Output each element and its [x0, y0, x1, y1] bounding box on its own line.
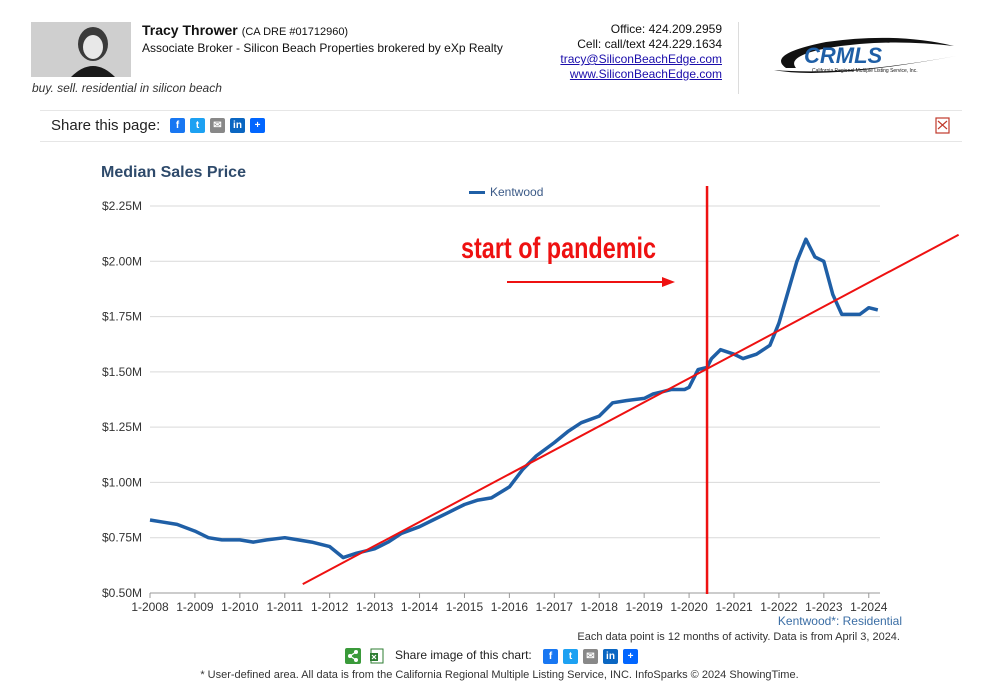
agent-photo [31, 22, 131, 77]
chart-title: Median Sales Price [101, 164, 246, 181]
legend-swatch [469, 191, 485, 195]
share-icon[interactable] [345, 648, 361, 664]
y-tick-label: $1.75M [102, 310, 142, 324]
email-icon[interactable]: ✉ [583, 649, 598, 664]
email-link[interactable]: tracy@SiliconBeachEdge.com [560, 52, 722, 66]
y-tick-label: $2.00M [102, 254, 142, 268]
arrow-head-icon [662, 277, 675, 287]
facebook-icon[interactable]: f [543, 649, 558, 664]
facebook-icon[interactable]: f [170, 118, 185, 133]
twitter-icon[interactable]: t [190, 118, 205, 133]
tagline: buy. sell. residential in silicon beach [32, 81, 222, 95]
share-page-label: Share this page: [51, 117, 161, 134]
legend-item[interactable]: Kentwood [469, 185, 543, 199]
plus-icon[interactable]: + [250, 118, 265, 133]
x-tick-label: 1-2014 [401, 600, 439, 614]
pdf-icon[interactable] [935, 117, 950, 134]
x-tick-label: 1-2017 [536, 600, 574, 614]
header-divider [738, 22, 739, 94]
divider [40, 141, 962, 142]
x-tick-label: 1-2010 [221, 600, 259, 614]
x-tick-label: 1-2016 [491, 600, 529, 614]
trend-line [302, 233, 960, 586]
excel-icon[interactable] [369, 648, 385, 664]
y-tick-label: $2.25M [102, 199, 142, 213]
agent-title: Associate Broker - Silicon Beach Propert… [142, 41, 503, 55]
x-tick-label: 1-2023 [805, 600, 843, 614]
share-image-label: Share image of this chart: [395, 648, 532, 662]
x-tick-label: 1-2012 [311, 600, 349, 614]
x-tick-label: 1-2008 [131, 600, 169, 614]
linkedin-icon[interactable]: in [603, 649, 618, 664]
footer-text: * User-defined area. All data is from th… [200, 669, 799, 681]
cell-phone: Cell: call/text 424.229.1634 [577, 37, 722, 51]
x-tick-label: 1-2011 [267, 600, 304, 614]
source-link[interactable]: Kentwood*: Residential [777, 614, 902, 628]
x-tick-label: 1-2021 [715, 600, 753, 614]
y-tick-label: $1.25M [102, 420, 142, 434]
x-tick-label: 1-2009 [176, 600, 214, 614]
email-icon[interactable]: ✉ [210, 118, 225, 133]
y-tick-label: $0.75M [102, 531, 142, 545]
website-link[interactable]: www.SiliconBeachEdge.com [569, 67, 722, 81]
twitter-icon[interactable]: t [563, 649, 578, 664]
divider [40, 110, 962, 111]
office-phone: Office: 424.209.2959 [610, 22, 722, 36]
contact-block: Office: 424.209.2959 Cell: call/text 424… [520, 22, 722, 82]
logo-text: CRMLS [804, 43, 883, 68]
logo-subtext: California Regional Multiple Listing Ser… [812, 68, 918, 74]
agent-name: Tracy Thrower (CA DRE #01712960) [142, 22, 349, 38]
y-tick-label: $1.50M [102, 365, 142, 379]
x-tick-label: 1-2024 [850, 600, 888, 614]
y-tick-label: $1.00M [102, 475, 142, 489]
x-tick-label: 1-2018 [581, 600, 619, 614]
x-tick-label: 1-2019 [625, 600, 663, 614]
series-line-kentwood [149, 237, 879, 560]
x-tick-label: 1-2015 [446, 600, 484, 614]
pandemic-annotation: start of pandemic [461, 232, 657, 265]
plus-icon[interactable]: + [623, 649, 638, 664]
linkedin-icon[interactable]: in [230, 118, 245, 133]
crmls-logo: CRMLS California Regional Multiple Listi… [766, 34, 958, 82]
x-tick-label: 1-2020 [670, 600, 708, 614]
x-tick-label: 1-2013 [356, 600, 394, 614]
data-note: Each data point is 12 months of activity… [577, 631, 900, 643]
legend-label: Kentwood [490, 185, 544, 199]
y-tick-label: $0.50M [102, 586, 142, 600]
agent-dre: (CA DRE #01712960) [241, 26, 349, 38]
x-tick-label: 1-2022 [760, 600, 798, 614]
